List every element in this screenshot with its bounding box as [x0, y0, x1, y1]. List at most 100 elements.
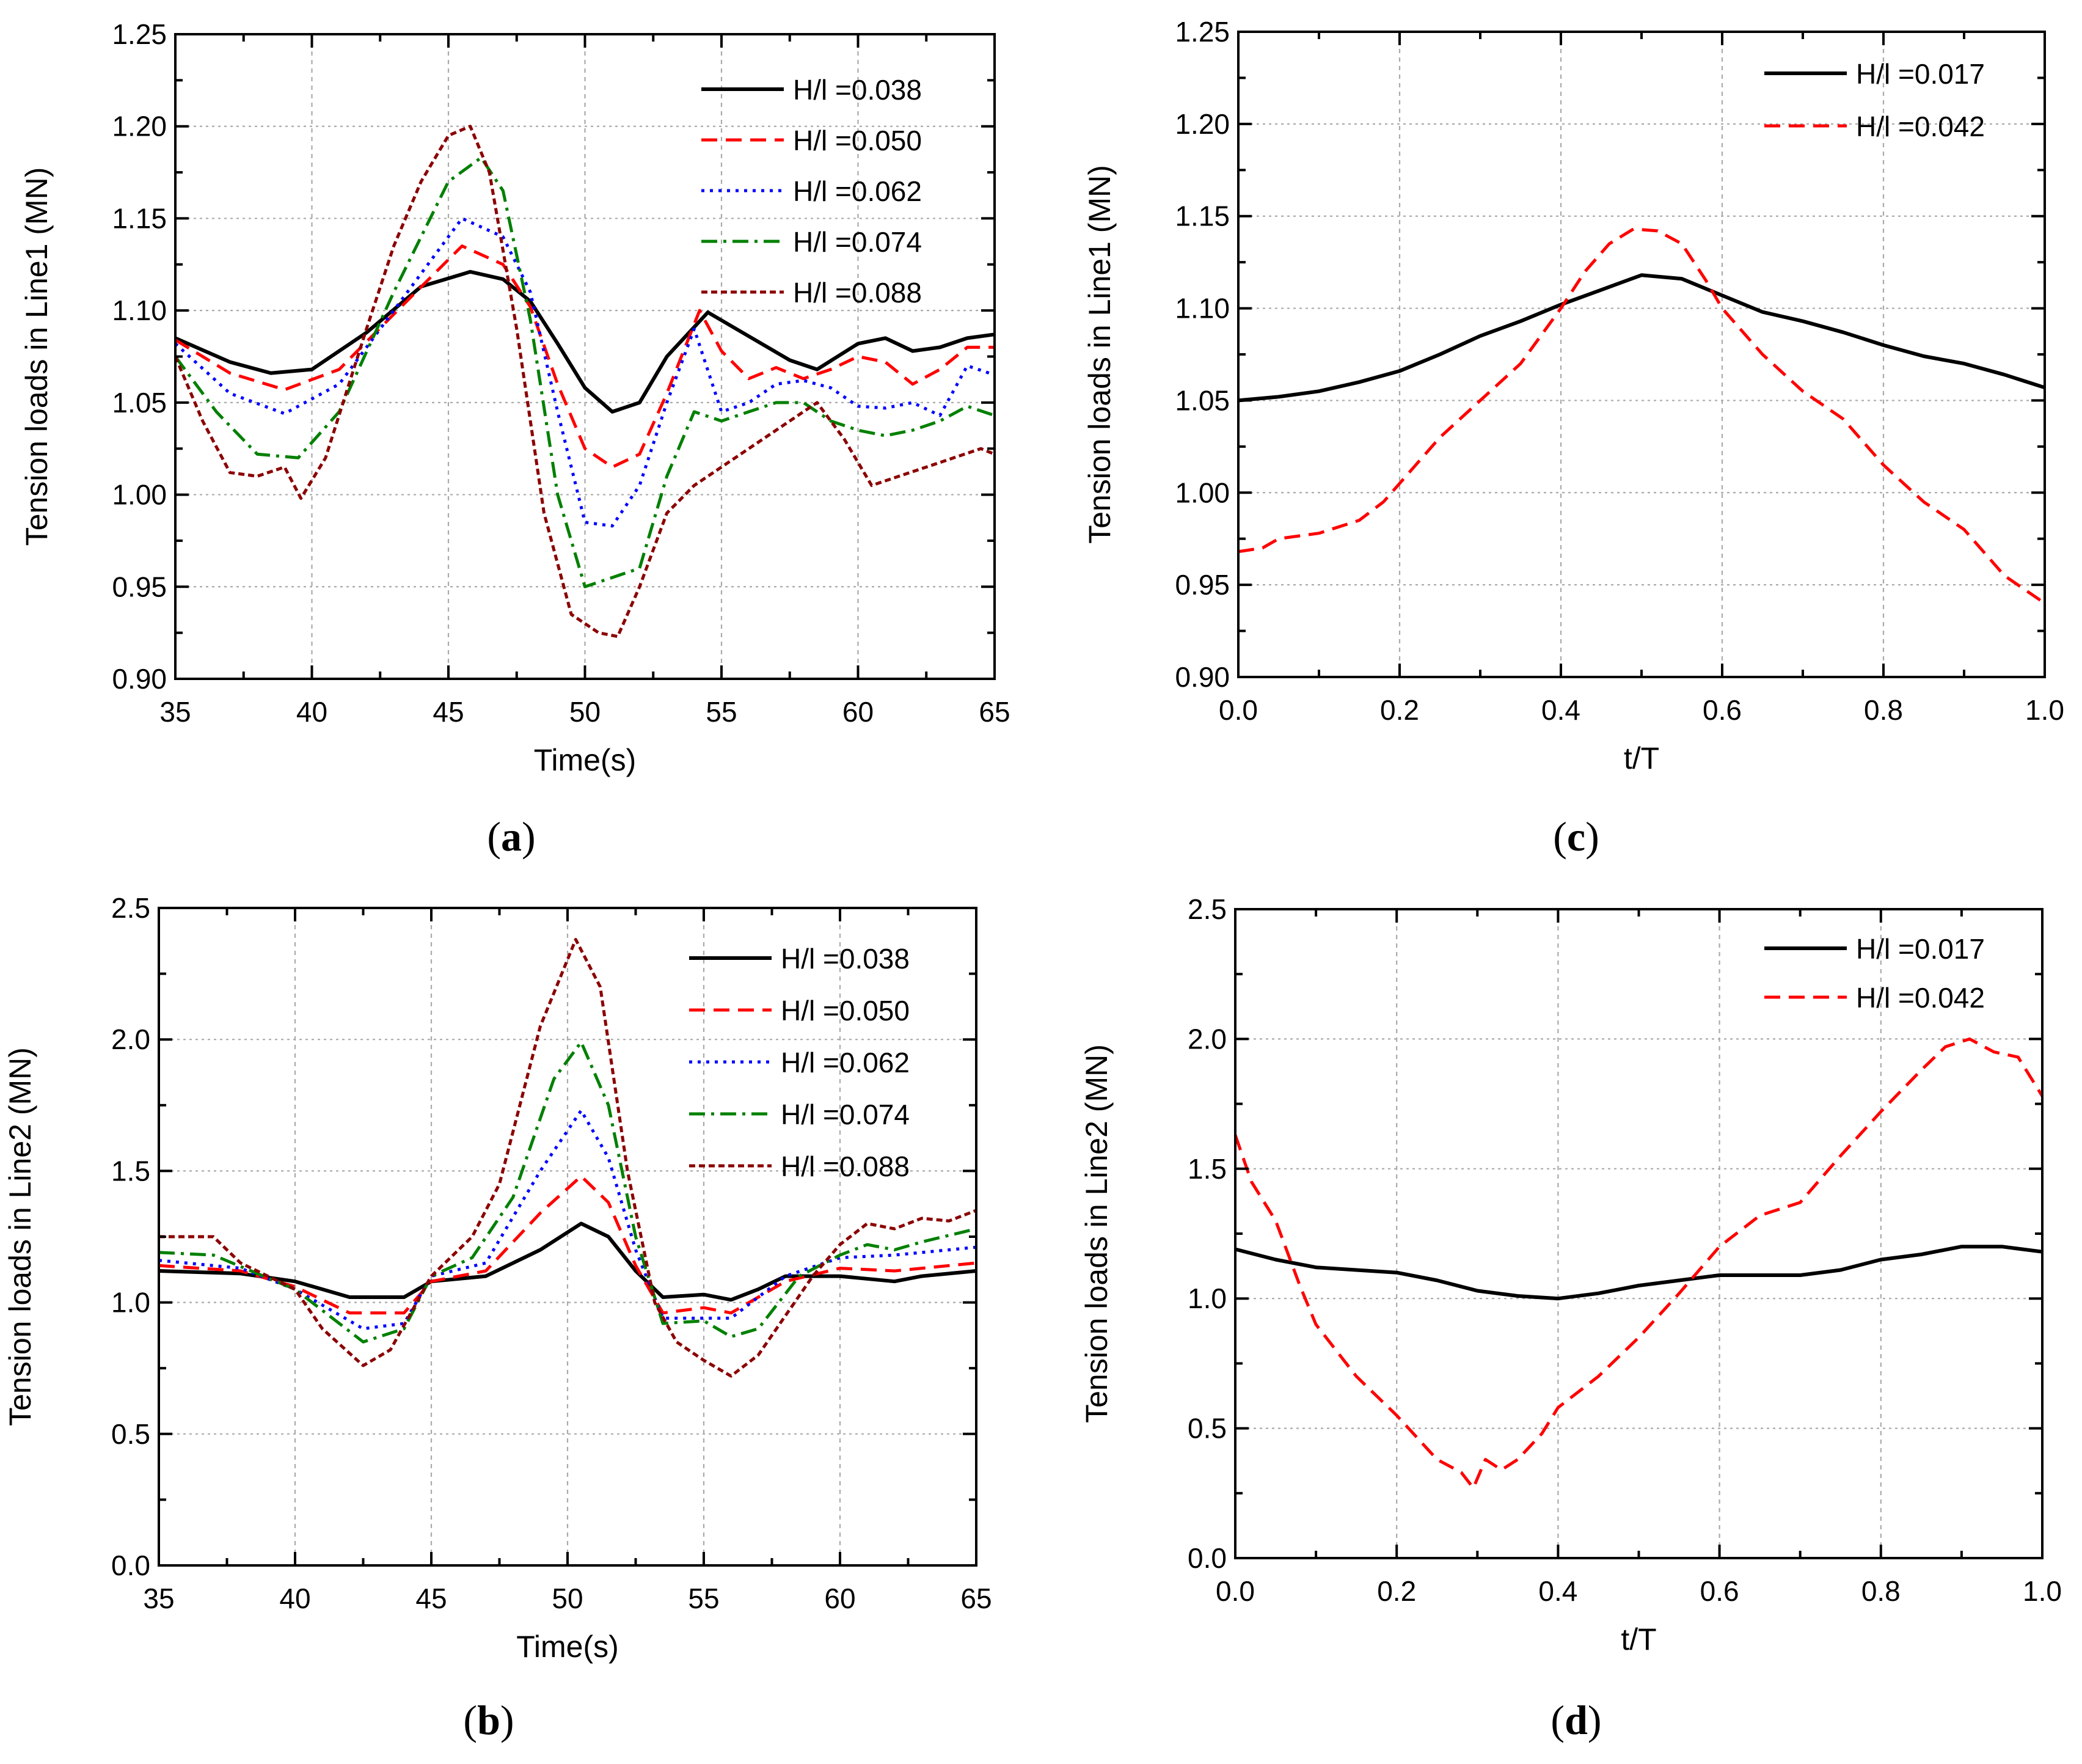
x-tick-label: 0.8 [1864, 694, 1903, 726]
y-tick-label: 1.00 [1175, 477, 1230, 508]
x-tick-label: 0.0 [1219, 694, 1258, 726]
caption-c-letter: c [1566, 813, 1586, 860]
y-tick-label: 0.0 [1188, 1542, 1227, 1574]
chart-panel-b: 35 40 45 50 55 60 65 0.0 0.5 1.0 1.5 2.0 2.5 Time(s) T… [3, 892, 992, 1664]
y-axis-label: Tension loads in Line2 (MN) [1079, 1044, 1114, 1423]
series-line-2 [158, 1174, 977, 1315]
series-line-3 [158, 1108, 977, 1331]
y-tick-label: 1.5 [1188, 1153, 1227, 1185]
y-tick-label: 1.0 [1188, 1283, 1227, 1314]
legend-label-3: H/l =0.062 [781, 1047, 910, 1078]
x-tick-label: 50 [569, 696, 601, 728]
x-tick-label: 0.4 [1538, 1575, 1577, 1607]
legend-label-2: H/l =0.050 [781, 995, 910, 1027]
legend-label-2: H/l =0.042 [1856, 111, 1985, 142]
series-line-2 [174, 244, 995, 469]
caption-b-letter: b [477, 1697, 500, 1743]
x-tick-label: 35 [159, 696, 191, 728]
x-tick-label: 45 [415, 1583, 447, 1614]
x-axis-label: Time(s) [534, 743, 637, 777]
chart-panel-c: 0.0 0.2 0.4 0.6 0.8 1.0 0.90 0.95 1.00 1.05 1.10 1.… [1083, 16, 2064, 775]
y-tick-label: 1.05 [112, 387, 167, 419]
series-line-4 [158, 1041, 977, 1344]
legend-label-4: H/l =0.074 [793, 226, 922, 258]
y-tick-label: 0.90 [112, 663, 167, 695]
series-line-2 [1238, 227, 2046, 605]
x-tick-label: 40 [296, 696, 327, 728]
x-tick-label: 45 [433, 696, 464, 728]
series-line-3 [174, 216, 995, 528]
series-line-2 [1233, 1037, 2044, 1490]
x-tick-label: 65 [979, 696, 1010, 728]
x-tick-label: 0.0 [1216, 1575, 1255, 1607]
x-axis-label: t/T [1624, 741, 1659, 775]
x-tick-label: 65 [960, 1583, 992, 1614]
legend-label-2: H/l =0.050 [793, 125, 922, 156]
x-tick-label: 50 [552, 1583, 583, 1614]
x-tick-label: 0.6 [1700, 1575, 1739, 1607]
legend-label-2: H/l =0.042 [1856, 982, 1985, 1014]
y-tick-label: 0.0 [111, 1550, 150, 1581]
y-tick-label: 1.15 [112, 202, 167, 234]
caption-a: (a) [487, 813, 536, 860]
legend-label-1: H/l =0.038 [781, 943, 910, 975]
y-tick-label: 2.0 [1188, 1023, 1227, 1055]
y-tick-label: 0.5 [1188, 1413, 1227, 1444]
legend-label-3: H/l =0.062 [793, 175, 922, 207]
y-tick-label: 2.5 [1188, 893, 1227, 925]
series-line-1 [1235, 1245, 2043, 1301]
x-tick-label: 1.0 [2025, 694, 2064, 726]
legend: H/l =0.017 H/l =0.042 [1764, 58, 1985, 142]
y-tick-label: 1.25 [112, 18, 167, 50]
legend-label-5: H/l =0.088 [793, 277, 922, 309]
x-tick-label: 60 [842, 696, 874, 728]
x-axis-label: t/T [1621, 1622, 1656, 1656]
series-line-1 [158, 1221, 977, 1302]
x-tick-label: 55 [706, 696, 737, 728]
y-tick-label: 1.00 [112, 479, 167, 511]
y-tick-label: 0.95 [1175, 569, 1230, 601]
y-tick-label: 1.25 [1175, 16, 1230, 48]
x-tick-label: 1.0 [2023, 1575, 2062, 1607]
y-tick-label: 1.20 [112, 111, 167, 142]
caption-a-letter: a [501, 813, 522, 860]
y-tick-label: 0.5 [111, 1418, 150, 1450]
x-tick-label: 40 [279, 1583, 310, 1614]
x-tick-label: 0.2 [1377, 1575, 1416, 1607]
x-tick-label: 35 [143, 1583, 174, 1614]
y-axis-label: Tension loads in Line1 (MN) [1083, 165, 1117, 544]
legend-label-1: H/l =0.017 [1856, 933, 1985, 965]
y-tick-label: 2.0 [111, 1023, 150, 1055]
y-tick-label: 1.10 [112, 295, 167, 326]
x-tick-label: 55 [688, 1583, 719, 1614]
series-line-5 [159, 938, 977, 1378]
legend-label-5: H/l =0.088 [781, 1151, 910, 1182]
y-tick-label: 1.5 [111, 1155, 150, 1187]
y-axis-label: Tension loads in Line1 (MN) [20, 167, 54, 546]
y-axis-label: Tension loads in Line2 (MN) [3, 1047, 37, 1426]
legend: H/l =0.038 H/l =0.050 H/l =0.062 H/l =0.074… [701, 74, 922, 309]
legend: H/l =0.038 H/l =0.050 H/l =0.062 H/l =0.074… [689, 943, 910, 1182]
x-tick-label: 0.6 [1703, 694, 1742, 726]
y-tick-label: 1.0 [111, 1287, 150, 1319]
caption-d-letter: d [1565, 1697, 1588, 1743]
series-line-1 [1238, 273, 2045, 403]
y-tick-label: 1.15 [1175, 200, 1230, 232]
y-tick-label: 1.20 [1175, 108, 1230, 140]
series-line-1 [174, 269, 995, 414]
y-tick-label: 1.10 [1175, 293, 1230, 324]
series-line-5 [174, 125, 995, 639]
legend-label-4: H/l =0.074 [781, 1099, 910, 1130]
x-tick-label: 0.2 [1380, 694, 1419, 726]
x-tick-label: 0.4 [1541, 694, 1580, 726]
y-tick-label: 1.05 [1175, 384, 1230, 416]
legend-label-1: H/l =0.017 [1856, 58, 1985, 90]
y-tick-label: 0.95 [112, 571, 167, 602]
caption-d: (d) [1551, 1697, 1602, 1743]
chart-panel-d: 0.0 0.2 0.4 0.6 0.8 1.0 0.0 0.5 1.0 1.5 2.0 2.5 t/T T… [1079, 893, 2062, 1656]
x-tick-label: 0.8 [1861, 1575, 1901, 1607]
x-tick-label: 60 [824, 1583, 855, 1614]
caption-c: (c) [1553, 813, 1599, 860]
y-tick-label: 0.90 [1175, 661, 1230, 693]
